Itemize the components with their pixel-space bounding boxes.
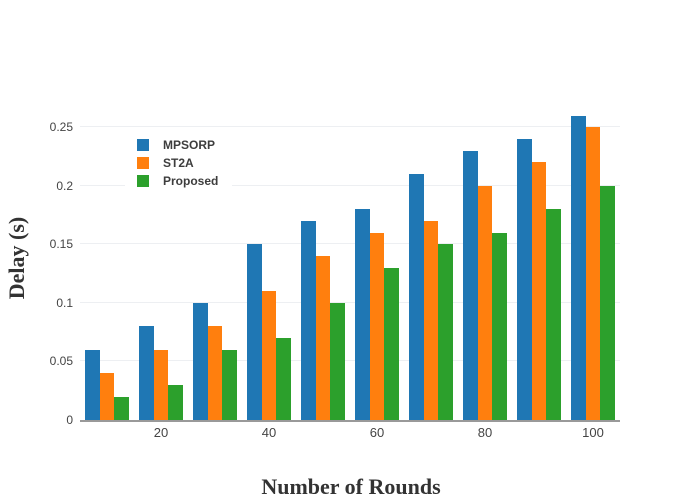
legend-label: Proposed xyxy=(163,174,219,188)
gridline xyxy=(80,243,620,245)
bar-st2a-x10 xyxy=(99,373,115,420)
x-tick-label: 80 xyxy=(477,425,493,440)
bar-proposed-x100 xyxy=(600,185,615,420)
bar-mpsorp-x80 xyxy=(463,150,478,420)
legend-item-st2a[interactable]: ST2A xyxy=(137,154,218,172)
bar-proposed-x50 xyxy=(330,302,345,420)
x-tick-label: 20 xyxy=(153,425,169,440)
bar-proposed-x10 xyxy=(114,396,129,420)
bar-st2a-x90 xyxy=(531,162,547,420)
y-tick-label: 0.2 xyxy=(56,178,73,193)
legend-label: ST2A xyxy=(163,156,194,170)
bar-proposed-x80 xyxy=(492,232,507,420)
x-tick-label: 100 xyxy=(582,425,604,440)
bar-mpsorp-x70 xyxy=(409,174,424,420)
bar-st2a-x50 xyxy=(315,256,331,420)
legend-swatch-icon xyxy=(137,139,149,151)
legend-swatch-icon xyxy=(137,175,149,187)
bar-mpsorp-x20 xyxy=(139,326,154,420)
bar-mpsorp-x90 xyxy=(517,138,532,420)
legend: MPSORP ST2A Proposed xyxy=(125,136,233,198)
y-tick-label: 0.1 xyxy=(56,295,73,310)
bar-st2a-x40 xyxy=(261,291,277,420)
bar-mpsorp-x100 xyxy=(571,115,586,420)
bar-proposed-x30 xyxy=(222,349,237,420)
bar-proposed-x90 xyxy=(546,209,561,420)
bar-st2a-x30 xyxy=(207,326,223,420)
bar-mpsorp-x50 xyxy=(301,220,316,420)
x-tick-label: 40 xyxy=(261,425,277,440)
gridline xyxy=(80,184,620,186)
legend-swatch-icon xyxy=(137,157,149,169)
plot-area xyxy=(80,105,620,422)
bar-mpsorp-x10 xyxy=(85,349,100,420)
y-tick-label: 0.15 xyxy=(49,237,73,252)
bar-proposed-x40 xyxy=(276,338,291,420)
legend-label: MPSORP xyxy=(163,138,216,152)
gridline xyxy=(80,301,620,303)
bar-mpsorp-x60 xyxy=(355,209,370,420)
bar-st2a-x70 xyxy=(423,220,439,420)
gridline xyxy=(80,126,620,128)
legend-item-mpsorp[interactable]: MPSORP xyxy=(137,136,218,154)
bar-mpsorp-x40 xyxy=(247,244,262,420)
y-tick-label: 0.25 xyxy=(49,120,73,135)
bar-st2a-x60 xyxy=(369,232,385,420)
bar-st2a-x20 xyxy=(153,349,169,420)
bar-proposed-x70 xyxy=(438,244,453,420)
bar-proposed-x60 xyxy=(384,267,399,420)
y-tick-label: 0.05 xyxy=(49,354,73,369)
bar-st2a-x100 xyxy=(585,127,601,420)
gridline xyxy=(80,360,620,362)
bar-mpsorp-x30 xyxy=(193,302,208,420)
bar-st2a-x80 xyxy=(477,185,493,420)
y-axis-title: Delay (s) xyxy=(4,216,29,300)
x-axis-title: Number of Rounds xyxy=(261,474,441,499)
x-tick-label: 60 xyxy=(369,425,385,440)
bar-proposed-x20 xyxy=(168,384,183,420)
legend-item-proposed[interactable]: Proposed xyxy=(137,172,218,190)
y-tick-label: 0 xyxy=(66,413,73,427)
